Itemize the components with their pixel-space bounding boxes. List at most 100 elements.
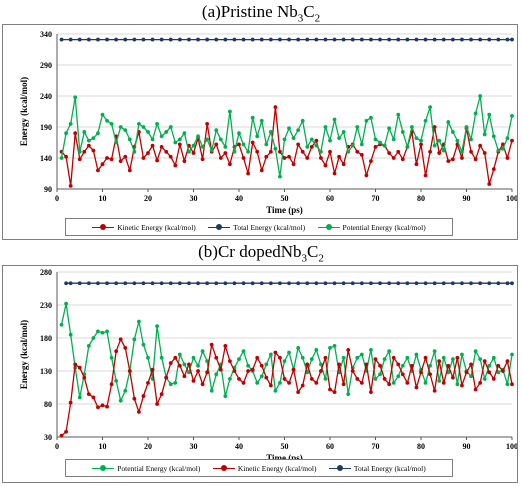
chart-a-series-2-point-7 xyxy=(91,136,96,141)
chart-a-xtick-8: 80 xyxy=(417,194,425,203)
chart-a-series-0-point-19 xyxy=(146,151,150,155)
chart-b-series-2-point-4 xyxy=(96,281,100,286)
chart-a-series-2-point-39 xyxy=(237,131,241,136)
chart-b-series-0-point-70 xyxy=(378,372,382,377)
chart-b-series-0-point-43 xyxy=(255,380,260,385)
chart-a-series-0-point-49 xyxy=(282,156,287,160)
chart-a-series-2-point-41 xyxy=(246,149,251,154)
chart-a-series-0-point-80 xyxy=(423,173,428,178)
chart-b-series-1-point-77 xyxy=(410,363,414,368)
chart-b-series-1-point-11 xyxy=(109,382,114,387)
chart-a-series-0-point-24 xyxy=(168,154,173,159)
chart-a-ytick-0: 90 xyxy=(44,185,52,194)
chart-a-series-2-point-87 xyxy=(455,138,460,143)
chart-a-series-1-point-44 xyxy=(460,37,464,42)
chart-a-xtick-5: 50 xyxy=(281,194,289,203)
chart-b-series-0-point-25 xyxy=(173,380,178,385)
chart-a-series-0-point-44 xyxy=(259,168,264,173)
chart-b-series-0-point-98 xyxy=(505,382,510,387)
chart-a-series-2-point-47 xyxy=(273,146,278,151)
chart-b-series-2-point-37 xyxy=(396,281,401,286)
chart-a-series-2-point-77 xyxy=(410,125,414,129)
chart-b-series-0-point-1 xyxy=(64,301,68,306)
chart-b-series-0-point-19 xyxy=(146,355,150,360)
chart-b-series-2-point-15 xyxy=(196,281,200,286)
chart-b-series-1-point-73 xyxy=(391,355,396,360)
chart-a-legend-swatch-potential xyxy=(317,223,340,231)
chart-b-series-2-point-18 xyxy=(223,281,228,286)
chart-b-series-1-point-90 xyxy=(469,362,473,367)
chart-a-series-2-point-27 xyxy=(182,131,187,136)
chart-b-series-2-point-24 xyxy=(278,281,282,286)
chart-b-series-0-point-8 xyxy=(96,329,100,334)
chart-b-series-0-point-18 xyxy=(141,342,146,347)
chart-a-series-1-point-4 xyxy=(96,37,100,42)
chart-b-series-1-point-91 xyxy=(473,387,478,392)
chart-a-series-2-point-37 xyxy=(228,109,232,114)
chart-a-series-2-point-11 xyxy=(109,122,114,126)
chart-a-series-2-point-33 xyxy=(209,148,214,153)
chart-a-series-0-point-57 xyxy=(319,156,323,160)
chart-a-series-0-point-4 xyxy=(77,157,82,162)
chart-b-series-1-point-52 xyxy=(296,390,301,395)
chart-b-xtick-0: 0 xyxy=(55,442,59,451)
chart-a-title-sub2: 2 xyxy=(314,12,321,25)
chart-b-xtick-3: 30 xyxy=(190,442,198,451)
chart-a-xtick-10: 100 xyxy=(506,194,517,203)
chart-b-series-2-point-3 xyxy=(86,281,91,286)
chart-b-series-1-point-84 xyxy=(441,380,446,385)
chart-b-series-0-point-95 xyxy=(491,355,496,360)
chart-a-xtick-9: 90 xyxy=(463,194,471,203)
chart-b-series-0-point-37 xyxy=(228,377,232,381)
chart-b-series-2-point-1 xyxy=(68,281,73,286)
chart-b-ytick-0: 30 xyxy=(44,433,52,442)
chart-a-series-2-point-24 xyxy=(168,125,173,129)
chart-b-series-1-point-19 xyxy=(146,380,150,385)
chart-b-series-1-point-51 xyxy=(291,367,296,372)
chart-a-series-2-point-25 xyxy=(173,140,178,145)
chart-a-xtick-1: 10 xyxy=(99,194,107,203)
chart-b-legend: Potential Energy (kcal/mol) Kinetic Ener… xyxy=(65,459,453,477)
chart-b-series-2-point-41 xyxy=(432,281,437,286)
chart-a-series-2-point-89 xyxy=(464,125,469,129)
chart-b-series-1-point-47 xyxy=(273,350,278,355)
chart-a-series-0-point-73 xyxy=(391,156,396,160)
chart-a-series-2-point-65 xyxy=(355,125,360,129)
chart-a-series-0-point-72 xyxy=(387,151,392,155)
chart-a-series-1-point-48 xyxy=(496,37,501,42)
chart-a-legend-item-total: Total Energy (kcal/mol) xyxy=(208,223,305,232)
chart-a-series-1-point-14 xyxy=(187,37,191,42)
chart-b-series-1-point-97 xyxy=(501,369,505,373)
chart-a-series-2-point-51 xyxy=(291,136,296,141)
chart-b-series-0-point-84 xyxy=(441,355,446,360)
chart-b-series-2-point-20 xyxy=(241,281,246,286)
chart-a-series-2-point-86 xyxy=(450,130,455,134)
chart-a-series-0-point-54 xyxy=(305,156,310,160)
chart-b-series-1-point-55 xyxy=(309,377,314,381)
chart-a-series-2-point-62 xyxy=(341,130,346,134)
chart-b-series-1-point-21 xyxy=(155,402,160,406)
chart-a-ylabel: Energy (kcal/mol) xyxy=(19,77,29,146)
chart-a-series-2-point-56 xyxy=(314,143,319,148)
chart-a-series-0-point-40 xyxy=(241,156,246,160)
chart-b-ytick-4: 230 xyxy=(40,301,52,310)
chart-a-series-2-point-35 xyxy=(218,137,223,142)
chart-b-series-2-point-40 xyxy=(423,281,428,286)
chart-a-series-0-point-46 xyxy=(268,149,273,154)
chart-b-series-1-point-89 xyxy=(464,370,469,375)
chart-a-series-0-point-86 xyxy=(450,157,455,162)
chart-b-legend-item-total: Total Energy (kcal/mol) xyxy=(328,464,426,473)
chart-b-series-1-point-67 xyxy=(364,362,369,367)
chart-b-series-0-point-27 xyxy=(182,362,187,367)
chart-b-series-0-point-48 xyxy=(278,380,282,385)
chart-a-series-0-point-51 xyxy=(291,162,296,167)
chart-a-series-2-point-29 xyxy=(191,143,196,148)
chart-a-series-1-point-35 xyxy=(378,37,382,42)
chart-b-series-0-point-68 xyxy=(369,347,373,352)
chart-a-series-0-point-48 xyxy=(278,149,282,154)
chart-b-title-main: (b)Cr dopedNb xyxy=(198,242,302,261)
chart-a-series-2-point-99 xyxy=(510,113,514,118)
chart-a-series-2-point-0 xyxy=(59,156,64,160)
chart-b-ytick-2: 130 xyxy=(40,367,52,376)
chart-a-xtick-4: 40 xyxy=(235,194,243,203)
